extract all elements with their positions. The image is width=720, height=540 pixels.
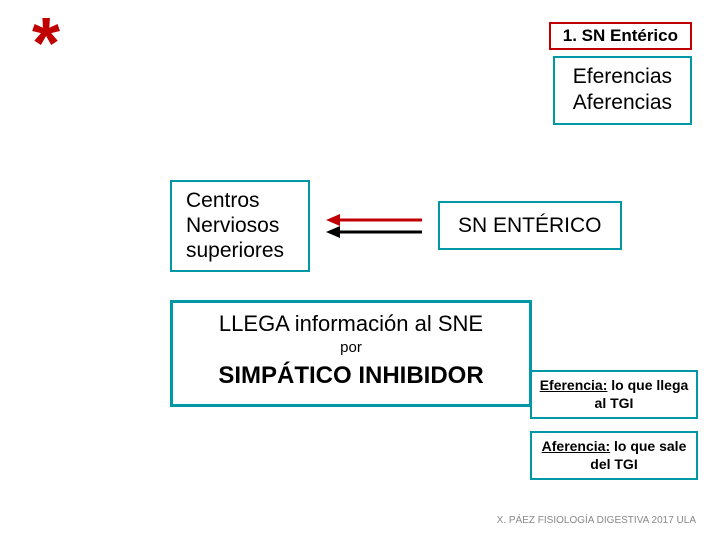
flow-row: Centros Nerviosos superiores SN ENTÉRICO: [170, 180, 622, 272]
node-sne-label: SN ENTÉRICO: [458, 214, 602, 237]
node-sne: SN ENTÉRICO: [438, 201, 622, 250]
def-eferencia-rest: lo que llega al TGI: [595, 377, 689, 411]
node-centros: Centros Nerviosos superiores: [170, 180, 310, 272]
references-line2: Aferencias: [573, 90, 672, 116]
info-line3: SIMPÁTICO INHIBIDOR: [183, 362, 519, 390]
info-box: LLEGA información al SNE por SIMPÁTICO I…: [170, 300, 532, 407]
node-centros-label: Centros Nerviosos superiores: [186, 189, 284, 262]
asterisk: *: [32, 8, 60, 80]
header-title: 1. SN Entérico: [563, 26, 678, 45]
double-arrow-icon: [324, 211, 424, 241]
def-eferencia-term: Eferencia:: [540, 377, 608, 393]
header-title-box: 1. SN Entérico: [549, 22, 692, 50]
references-box: Eferencias Aferencias: [553, 56, 692, 125]
def-aferencia-term: Aferencia:: [542, 438, 610, 454]
def-eferencia: Eferencia: lo que llega al TGI: [530, 370, 698, 419]
definitions-column: Eferencia: lo que llega al TGI Aferencia…: [530, 370, 698, 480]
def-aferencia: Aferencia: lo que sale del TGI: [530, 431, 698, 480]
references-line1: Eferencias: [573, 64, 672, 90]
footer-credit: X. PÁEZ FISIOLOGÍA DIGESTIVA 2017 ULA: [497, 515, 696, 526]
info-line1: LLEGA información al SNE: [183, 311, 519, 337]
info-line2: por: [183, 339, 519, 356]
